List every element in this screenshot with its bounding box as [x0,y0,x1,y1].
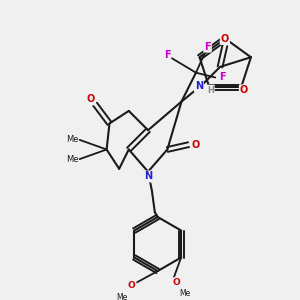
Text: F: F [204,42,211,52]
Text: N: N [144,172,152,182]
Text: O: O [191,140,200,150]
Text: O: O [128,281,136,290]
Text: F: F [164,50,170,60]
Text: H: H [207,85,214,94]
Text: O: O [172,278,180,287]
Text: Me: Me [66,154,78,164]
Text: O: O [221,34,229,44]
Text: O: O [240,85,248,95]
Text: Me: Me [116,292,128,300]
Text: O: O [86,94,94,104]
Text: N: N [195,81,203,91]
Text: Me: Me [66,135,78,144]
Text: Me: Me [179,289,191,298]
Text: F: F [219,73,225,82]
